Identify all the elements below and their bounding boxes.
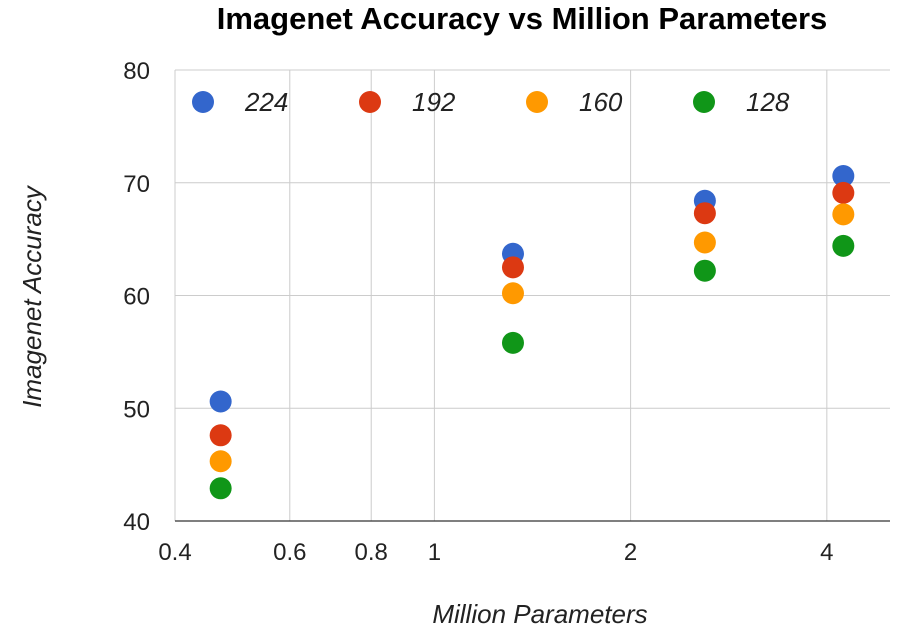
legend: 224 192 160 128 bbox=[192, 87, 790, 117]
data-point bbox=[209, 424, 232, 447]
legend-label: 224 bbox=[244, 87, 288, 117]
data-points bbox=[209, 164, 855, 500]
data-point bbox=[832, 234, 855, 257]
data-point bbox=[832, 181, 855, 204]
chart-title: Imagenet Accuracy vs Million Parameters bbox=[217, 1, 828, 36]
data-point bbox=[693, 231, 716, 254]
legend-marker bbox=[192, 91, 214, 113]
x-tick-label: 1 bbox=[428, 539, 441, 566]
legend-marker bbox=[693, 91, 715, 113]
series-160 bbox=[209, 203, 855, 473]
series-192 bbox=[209, 181, 855, 447]
legend-marker bbox=[526, 91, 548, 113]
grid-lines bbox=[174, 69, 890, 522]
legend-item: 160 bbox=[526, 87, 623, 117]
x-tick-label: 0.6 bbox=[273, 539, 306, 566]
y-tick-label: 70 bbox=[123, 171, 150, 198]
data-point bbox=[209, 477, 232, 500]
data-point bbox=[501, 331, 524, 354]
data-point bbox=[209, 390, 232, 413]
legend-item: 224 bbox=[192, 87, 288, 117]
data-point bbox=[693, 202, 716, 225]
legend-label: 192 bbox=[412, 87, 456, 117]
y-tick-label: 60 bbox=[123, 284, 150, 311]
x-axis-label: Million Parameters bbox=[432, 599, 647, 629]
data-point bbox=[501, 256, 524, 279]
axis-ticks: 40 50 60 70 80 0.4 0.6 0.8 1 2 4 bbox=[123, 58, 833, 566]
data-point bbox=[501, 282, 524, 305]
legend-label: 160 bbox=[579, 87, 623, 117]
y-tick-label: 50 bbox=[123, 396, 150, 423]
x-tick-label: 4 bbox=[820, 539, 833, 566]
data-point bbox=[693, 259, 716, 282]
legend-marker bbox=[359, 91, 381, 113]
y-tick-label: 40 bbox=[123, 509, 150, 536]
data-point bbox=[209, 450, 232, 473]
x-tick-label: 0.4 bbox=[158, 539, 191, 566]
legend-label: 128 bbox=[746, 87, 790, 117]
legend-item: 128 bbox=[693, 87, 790, 117]
data-point bbox=[832, 203, 855, 226]
y-tick-label: 80 bbox=[123, 58, 150, 85]
y-axis-label: Imagenet Accuracy bbox=[17, 184, 47, 408]
x-tick-label: 2 bbox=[624, 539, 637, 566]
data-point bbox=[832, 164, 855, 187]
series-224 bbox=[209, 164, 855, 413]
series-128 bbox=[209, 234, 855, 500]
x-tick-label: 0.8 bbox=[355, 539, 388, 566]
legend-item: 192 bbox=[359, 87, 456, 117]
